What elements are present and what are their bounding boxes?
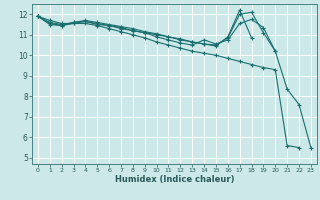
X-axis label: Humidex (Indice chaleur): Humidex (Indice chaleur) bbox=[115, 175, 234, 184]
